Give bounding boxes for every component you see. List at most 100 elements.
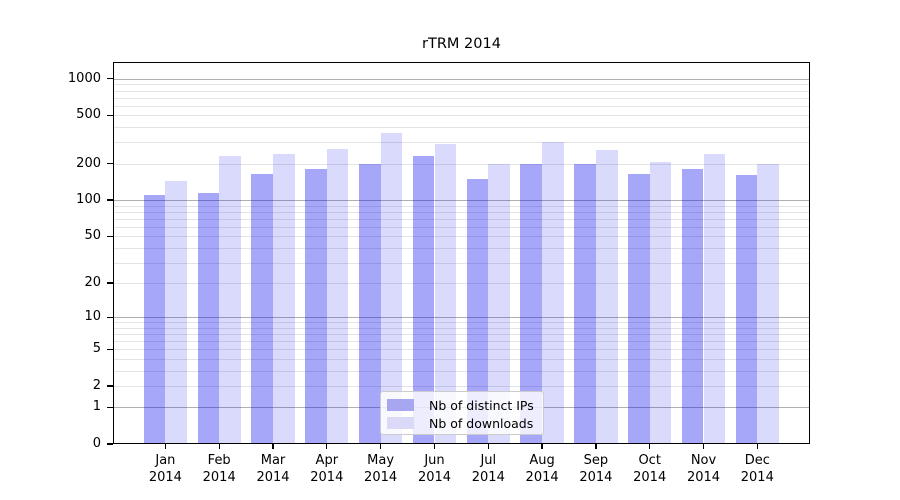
bar-distinct-ips-sep: [574, 163, 596, 444]
gridline-90: [113, 205, 810, 207]
bar-distinct-ips-aug: [520, 163, 543, 444]
x-tick-year: 2014: [256, 470, 290, 485]
y-tick-0: [107, 443, 113, 445]
x-tick-year: 2014: [310, 470, 344, 485]
x-tick-label-jan: Jan 2014: [135, 452, 195, 486]
bar-distinct-ips-mar: [251, 173, 273, 444]
gridline-50: [113, 236, 810, 238]
bar-distinct-ips-feb: [197, 192, 220, 444]
gridline-5: [113, 349, 810, 351]
x-tick-month: Dec: [744, 453, 770, 468]
y-tick-1: [107, 406, 113, 409]
legend-label-distinct-ips: Nb of distinct IPs: [429, 397, 534, 413]
x-tick-year: 2014: [471, 470, 505, 485]
y-tick-2: [107, 385, 113, 387]
y-tick-label-10: 10: [84, 309, 101, 325]
y-tick-1000: [107, 78, 113, 80]
x-tick-jun: [433, 444, 436, 449]
bar-distinct-ips-apr: [305, 169, 327, 444]
y-tick-label-1: 1: [92, 399, 101, 415]
bar-distinct-ips-may: [358, 163, 381, 444]
gridline-40: [113, 247, 810, 249]
bar-distinct-ips-oct: [628, 173, 650, 444]
gridline-60: [113, 226, 810, 228]
x-tick-jan: [164, 444, 167, 449]
x-tick-month: Nov: [690, 453, 717, 468]
x-tick-label-nov: Nov 2014: [674, 452, 734, 486]
y-tick-label-500: 500: [76, 107, 101, 123]
x-tick-year: 2014: [148, 470, 182, 485]
gridline-900: [113, 84, 810, 86]
x-tick-aug: [541, 444, 543, 449]
bar-downloads-may: [380, 132, 403, 444]
bar-distinct-ips-jul: [466, 178, 489, 444]
gridline-400: [113, 127, 810, 129]
x-tick-month: Apr: [315, 453, 339, 468]
x-tick-mar: [272, 444, 274, 449]
x-tick-label-may: May 2014: [351, 452, 411, 486]
x-tick-label-mar: Mar 2014: [243, 452, 303, 486]
gridline-700: [113, 97, 810, 99]
x-tick-apr: [326, 444, 328, 449]
x-tick-year: 2014: [686, 470, 721, 485]
x-tick-label-jul: Jul 2014: [458, 452, 518, 486]
bar-distinct-ips-dec: [735, 175, 758, 444]
bar-distinct-ips-jan: [143, 195, 166, 444]
legend-swatch-downloads: [387, 417, 414, 429]
gridline-500: [113, 115, 810, 117]
gridline-3: [113, 370, 810, 372]
x-tick-year: 2014: [740, 470, 774, 485]
x-tick-year: 2014: [633, 470, 667, 485]
gridline-10: [113, 317, 810, 319]
x-tick-year: 2014: [364, 470, 398, 485]
gridline-9: [113, 322, 810, 324]
gridline-6: [113, 341, 810, 343]
x-tick-sep: [595, 444, 597, 449]
x-tick-month: Oct: [638, 453, 661, 468]
x-tick-label-jun: Jun 2014: [405, 452, 465, 486]
legend: Nb of distinct IPs Nb of downloads: [380, 391, 544, 435]
bar-downloads-nov: [703, 154, 726, 444]
legend-item-distinct-ips: Nb of distinct IPs: [387, 396, 543, 414]
legend-swatch-distinct-ips: [387, 399, 414, 411]
x-tick-label-apr: Apr 2014: [297, 452, 357, 486]
bar-downloads-jan: [165, 180, 188, 444]
y-tick-label-50: 50: [84, 228, 101, 244]
x-tick-year: 2014: [417, 470, 452, 485]
y-tick-label-0: 0: [92, 436, 101, 451]
bar-downloads-mar: [273, 154, 295, 444]
x-tick-year: 2014: [525, 470, 559, 485]
bar-downloads-sep: [595, 149, 618, 444]
y-tick-label-5: 5: [92, 341, 101, 357]
gridline-80: [113, 211, 810, 213]
x-tick-month: Sep: [583, 453, 609, 468]
y-tick-label-2: 2: [92, 377, 101, 393]
gridline-8: [113, 327, 810, 329]
gridline-4: [113, 358, 810, 360]
gridline-1000: [113, 78, 810, 80]
y-tick-label-20: 20: [84, 275, 101, 291]
gridline-200: [113, 163, 810, 165]
y-tick-5: [107, 348, 113, 350]
x-tick-month: Jan: [155, 453, 176, 468]
gridline-100: [113, 200, 810, 202]
x-tick-feb: [218, 444, 220, 449]
x-tick-oct: [649, 444, 651, 449]
x-tick-label-feb: Feb 2014: [189, 452, 249, 486]
gridline-30: [113, 262, 810, 264]
gridline-2: [113, 385, 810, 387]
plot-area-border: [113, 62, 810, 444]
x-tick-month: Jul: [480, 453, 497, 468]
bar-downloads-jun: [434, 144, 457, 444]
gridline-20: [113, 283, 810, 285]
y-tick-100: [107, 199, 113, 201]
x-tick-dec: [756, 444, 758, 449]
x-tick-jul: [487, 444, 489, 449]
y-tick-label-100: 100: [76, 192, 101, 208]
legend-label-downloads: Nb of downloads: [429, 415, 534, 431]
x-tick-nov: [702, 444, 705, 449]
bar-downloads-aug: [542, 142, 564, 444]
x-tick-month: Feb: [207, 453, 231, 468]
y-tick-500: [107, 114, 113, 117]
